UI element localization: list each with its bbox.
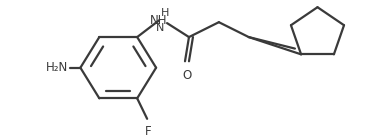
Text: H₂N: H₂N <box>46 61 68 74</box>
Text: H: H <box>161 8 170 18</box>
Text: N: N <box>156 23 164 33</box>
Text: NH: NH <box>150 14 168 27</box>
Text: F: F <box>145 125 152 138</box>
Text: O: O <box>182 69 192 82</box>
